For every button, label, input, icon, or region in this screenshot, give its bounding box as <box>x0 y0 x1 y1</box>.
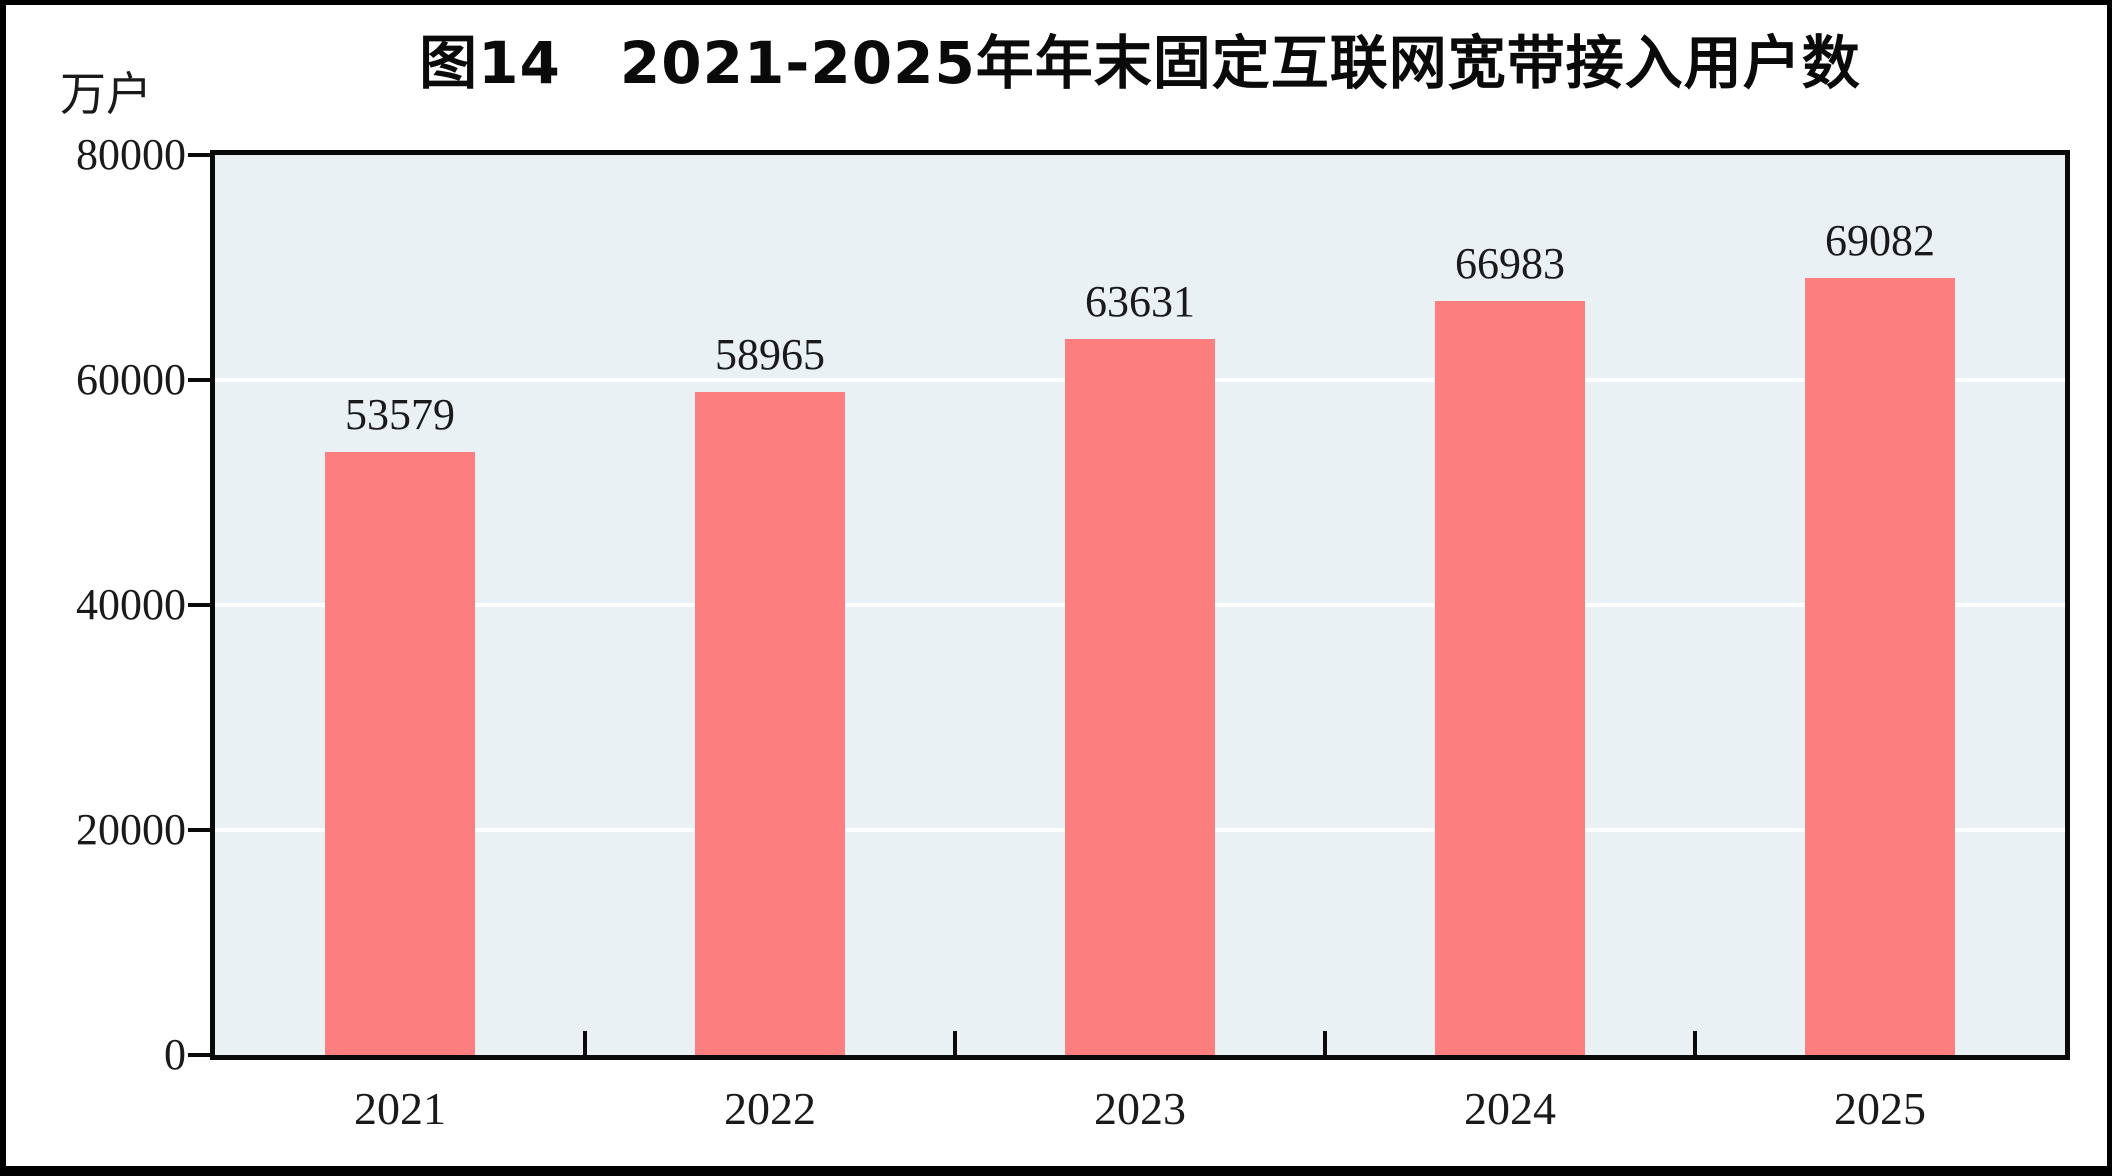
chart-title: 图14 2021-2025年年末固定互联网宽带接入用户数 <box>419 29 1861 97</box>
bar-value-label: 53579 <box>345 390 455 439</box>
x-axis-tick <box>1693 1031 1697 1055</box>
x-axis-tick <box>1323 1031 1327 1055</box>
y-axis-tick <box>188 378 210 382</box>
x-axis-label-2023: 2023 <box>1094 1083 1186 1134</box>
y-axis-unit-label: 万户 <box>60 69 152 120</box>
x-axis-label-2022: 2022 <box>724 1083 816 1134</box>
image-border-right <box>2107 0 2112 1176</box>
y-axis-label-80000: 80000 <box>76 130 186 179</box>
y-axis-label-60000: 60000 <box>76 355 186 404</box>
y-axis-tick <box>188 1053 210 1057</box>
y-axis-tick <box>188 828 210 832</box>
bar-value-label: 63631 <box>1085 277 1195 326</box>
image-border-top <box>0 0 2112 5</box>
bar-value-label: 66983 <box>1455 239 1565 288</box>
bar-2022 <box>695 392 845 1055</box>
y-axis-label-0: 0 <box>164 1030 186 1079</box>
bar-2023 <box>1065 339 1215 1055</box>
image-border-bottom <box>0 1166 2112 1176</box>
bar-value-label: 69082 <box>1825 216 1935 265</box>
bar-value-label: 58965 <box>715 330 825 379</box>
bar-2024 <box>1435 301 1585 1055</box>
x-axis-label-2025: 2025 <box>1834 1083 1926 1134</box>
y-axis-label-40000: 40000 <box>76 580 186 629</box>
bar-2025 <box>1805 278 1955 1055</box>
x-axis-tick <box>953 1031 957 1055</box>
bar-2021 <box>325 452 475 1055</box>
x-axis-label-2024: 2024 <box>1464 1083 1556 1134</box>
x-axis-label-2021: 2021 <box>354 1083 446 1134</box>
y-axis-tick <box>188 153 210 157</box>
x-axis-tick <box>583 1031 587 1055</box>
y-axis-label-20000: 20000 <box>76 805 186 854</box>
y-axis-tick <box>188 603 210 607</box>
image-border-left <box>0 0 6 1176</box>
plot-area: 53579 58965 63631 66983 69082 <box>210 150 2070 1060</box>
